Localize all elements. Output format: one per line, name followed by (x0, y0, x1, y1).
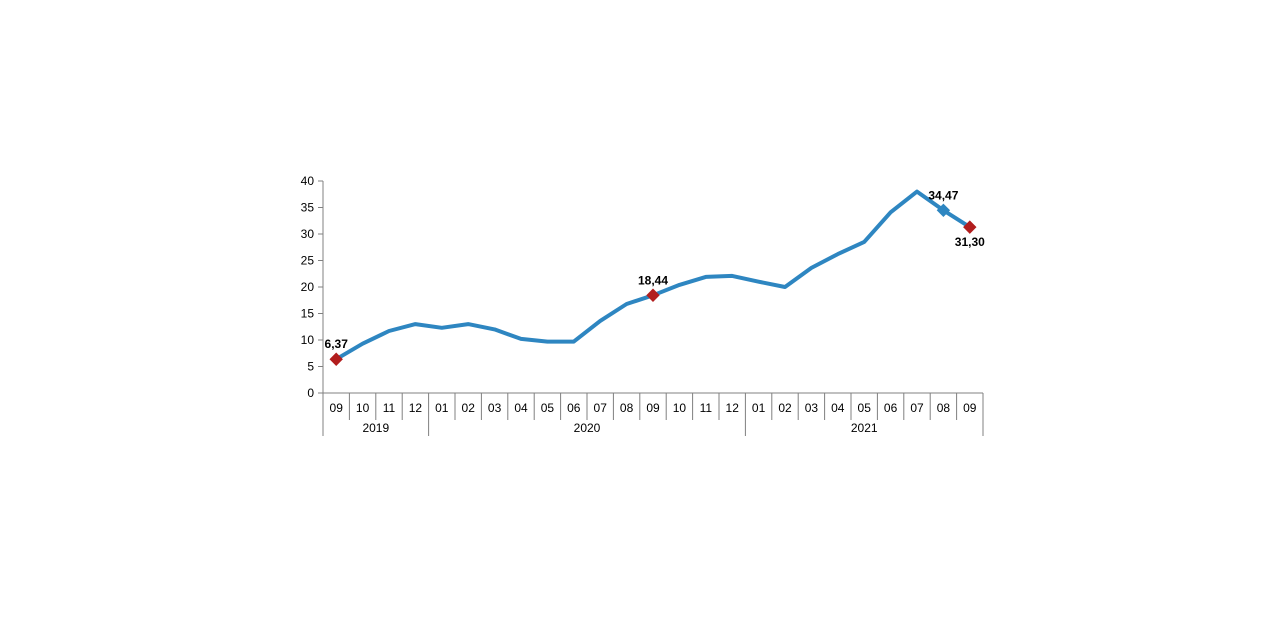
x-tick-label: 12 (409, 401, 423, 415)
data-point-marker (963, 220, 977, 234)
x-tick-label: 10 (356, 401, 370, 415)
y-tick-label: 20 (301, 280, 315, 294)
x-tick-label: 03 (805, 401, 819, 415)
year-label: 2020 (574, 421, 601, 435)
x-tick-label: 08 (620, 401, 634, 415)
data-label: 31,30 (955, 235, 985, 249)
x-tick-label: 03 (488, 401, 502, 415)
data-label: 6,37 (325, 337, 349, 351)
x-tick-label: 02 (778, 401, 792, 415)
x-tick-label: 05 (541, 401, 555, 415)
data-point-marker (329, 352, 343, 366)
highlight-markers (329, 203, 977, 366)
x-axis: 09 10 11 12 01 02 03 04 05 06 07 08 09 10 11 12 01 02 03 04… (322, 392, 984, 436)
x-tick-label: 09 (330, 401, 344, 415)
y-tick-label: 15 (301, 307, 315, 321)
x-tick-label: 07 (594, 401, 608, 415)
x-tick-label: 06 (567, 401, 581, 415)
y-tick-label: 35 (301, 201, 315, 215)
data-label: 34,47 (928, 188, 958, 202)
y-axis: 0 5 10 15 20 25 30 35 40 (301, 174, 324, 400)
y-tick-label: 40 (301, 174, 315, 188)
x-tick-label: 05 (858, 401, 872, 415)
data-label: 18,44 (638, 273, 668, 287)
data-point-marker (936, 203, 951, 218)
y-tick-label: 25 (301, 254, 315, 268)
data-point-marker (646, 288, 660, 302)
x-tick-label: 04 (831, 401, 845, 415)
x-tick-label: 06 (884, 401, 898, 415)
y-tick-label: 30 (301, 227, 315, 241)
y-tick-label: 0 (307, 386, 314, 400)
year-label: 2019 (362, 421, 389, 435)
data-labels: 6,37 18,44 34,47 31,30 (325, 188, 986, 351)
y-tick-label: 5 (307, 360, 314, 374)
y-tick-label: 10 (301, 333, 315, 347)
x-tick-label: 10 (673, 401, 687, 415)
x-tick-label: 01 (752, 401, 766, 415)
x-tick-label: 04 (514, 401, 528, 415)
x-tick-label: 08 (937, 401, 951, 415)
x-tick-label: 11 (383, 401, 396, 415)
x-tick-label: 12 (726, 401, 740, 415)
x-tick-label: 09 (963, 401, 977, 415)
x-tick-label: 11 (700, 401, 713, 415)
x-tick-label: 07 (910, 401, 924, 415)
x-tick-label: 02 (462, 401, 476, 415)
x-tick-label: 01 (435, 401, 449, 415)
year-label: 2021 (851, 421, 878, 435)
x-tick-label: 09 (646, 401, 660, 415)
